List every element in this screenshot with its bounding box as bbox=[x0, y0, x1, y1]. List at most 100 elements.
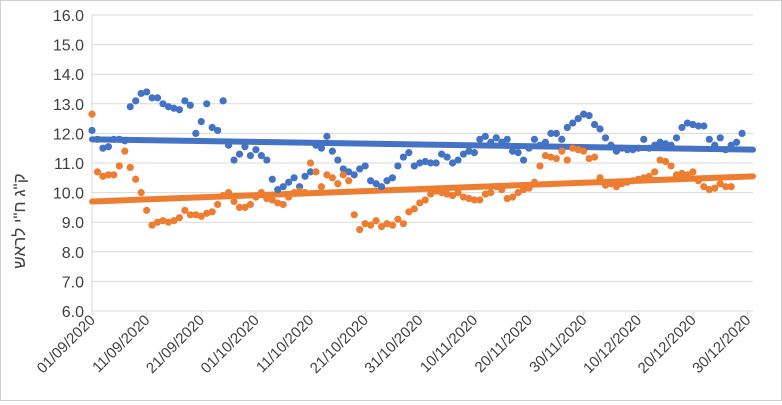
blue-data-point bbox=[481, 132, 489, 140]
blue-data-point bbox=[350, 171, 358, 179]
gridlines bbox=[91, 14, 753, 316]
orange-data-point bbox=[214, 200, 222, 209]
orange-data-point bbox=[137, 189, 145, 197]
orange-data-point bbox=[148, 221, 156, 229]
orange-data-point bbox=[339, 171, 347, 179]
blue-data-point bbox=[323, 132, 331, 140]
blue-data-point bbox=[394, 162, 402, 170]
orange-data-point bbox=[132, 175, 140, 183]
x-axis-tick-labels: 01/09/202011/09/202021/09/202001/10/2020… bbox=[34, 312, 755, 377]
blue-data-point bbox=[563, 123, 571, 132]
blue-data-point bbox=[459, 150, 468, 158]
orange-data-point bbox=[427, 190, 435, 198]
blue-data-point bbox=[465, 147, 473, 155]
blue-data-point bbox=[399, 153, 407, 161]
orange-data-point bbox=[661, 157, 670, 166]
orange-data-point bbox=[263, 194, 271, 203]
blue-trendline bbox=[89, 136, 756, 153]
orange-data-point bbox=[536, 162, 544, 170]
blue-data-point bbox=[552, 129, 560, 137]
blue-data-point bbox=[224, 141, 233, 149]
orange-data-point bbox=[274, 199, 282, 207]
blue-data-point bbox=[547, 129, 555, 137]
orange-data-point bbox=[503, 194, 511, 203]
orange-data-point bbox=[230, 197, 238, 206]
orange-data-point bbox=[285, 193, 293, 201]
blue-data-point bbox=[661, 140, 670, 148]
orange-data-point bbox=[367, 221, 375, 229]
orange-data-point bbox=[301, 189, 309, 197]
orange-data-point bbox=[197, 212, 205, 220]
orange-data-point bbox=[481, 190, 489, 198]
blue-data-point bbox=[159, 100, 167, 108]
orange-data-point bbox=[246, 200, 255, 209]
orange-data-point bbox=[312, 168, 320, 176]
blue-data-point bbox=[476, 135, 484, 143]
blue-data-point bbox=[618, 144, 626, 152]
orange-data-point bbox=[683, 171, 692, 179]
orange-data-point bbox=[711, 184, 719, 192]
blue-data-point bbox=[356, 165, 364, 173]
blue-data-point bbox=[585, 112, 593, 120]
blue-data-point bbox=[214, 126, 222, 135]
blue-data-point bbox=[339, 165, 347, 173]
blue-data-point bbox=[629, 146, 637, 154]
orange-data-point bbox=[290, 189, 298, 197]
blue-data-point bbox=[503, 135, 511, 143]
orange-data-point bbox=[590, 153, 599, 161]
blue-data-point bbox=[104, 143, 112, 151]
orange-data-point bbox=[345, 177, 353, 185]
orange-data-point bbox=[121, 147, 129, 155]
blue-data-point bbox=[727, 141, 735, 149]
blue-data-point bbox=[623, 146, 631, 154]
y-tick-label: 13.0 bbox=[53, 97, 84, 114]
blue-data-point bbox=[722, 146, 730, 154]
orange-data-point bbox=[645, 172, 653, 180]
orange-data-point bbox=[448, 191, 457, 200]
blue-data-point bbox=[427, 159, 435, 167]
blue-data-point bbox=[367, 177, 375, 185]
blue-data-point bbox=[126, 103, 134, 111]
orange-data-point bbox=[405, 208, 413, 216]
blue-data-point bbox=[115, 135, 123, 143]
orange-data-point bbox=[519, 186, 528, 194]
orange-data-point bbox=[181, 206, 189, 214]
blue-data-point bbox=[312, 141, 320, 149]
blue-data-point bbox=[121, 137, 129, 145]
y-tick-label: 16.0 bbox=[53, 8, 84, 25]
blue-data-point bbox=[334, 156, 342, 164]
orange-data-point bbox=[432, 187, 440, 195]
orange-data-point bbox=[558, 147, 566, 155]
x-tick-label: 21/09/2020 bbox=[143, 312, 208, 377]
blue-data-point bbox=[263, 156, 271, 164]
blue-data-point bbox=[306, 168, 315, 176]
orange-data-point bbox=[700, 183, 708, 191]
x-tick-label: 10/12/2020 bbox=[580, 312, 645, 377]
orange-data-point bbox=[252, 193, 260, 201]
orange-data-point bbox=[208, 208, 216, 216]
blue-data-point bbox=[432, 159, 440, 167]
x-tick-label: 20/12/2020 bbox=[635, 312, 700, 377]
blue-data-point bbox=[672, 134, 681, 142]
blue-data-point bbox=[279, 183, 287, 191]
orange-data-point bbox=[399, 220, 407, 228]
orange-data-point bbox=[612, 183, 621, 191]
orange-data-point bbox=[623, 178, 631, 186]
blue-data-point bbox=[186, 101, 194, 109]
orange-data-point bbox=[126, 163, 134, 172]
orange-data-point bbox=[443, 190, 451, 198]
blue-data-point bbox=[700, 122, 708, 130]
orange-data-point bbox=[580, 147, 588, 155]
blue-data-point bbox=[525, 144, 533, 152]
y-tick-label: 10.0 bbox=[53, 186, 84, 203]
blue-data-point bbox=[558, 135, 566, 143]
y-tick-label: 11.0 bbox=[54, 156, 84, 173]
orange-data-point bbox=[672, 171, 681, 179]
orange-data-point bbox=[159, 217, 167, 225]
y-tick-label: 6.0 bbox=[62, 304, 84, 321]
blue-data-point bbox=[569, 119, 577, 127]
blue-data-point bbox=[290, 174, 298, 182]
blue-data-point bbox=[443, 153, 451, 161]
orange-data-point bbox=[601, 181, 610, 189]
blue-data-point bbox=[410, 162, 418, 170]
